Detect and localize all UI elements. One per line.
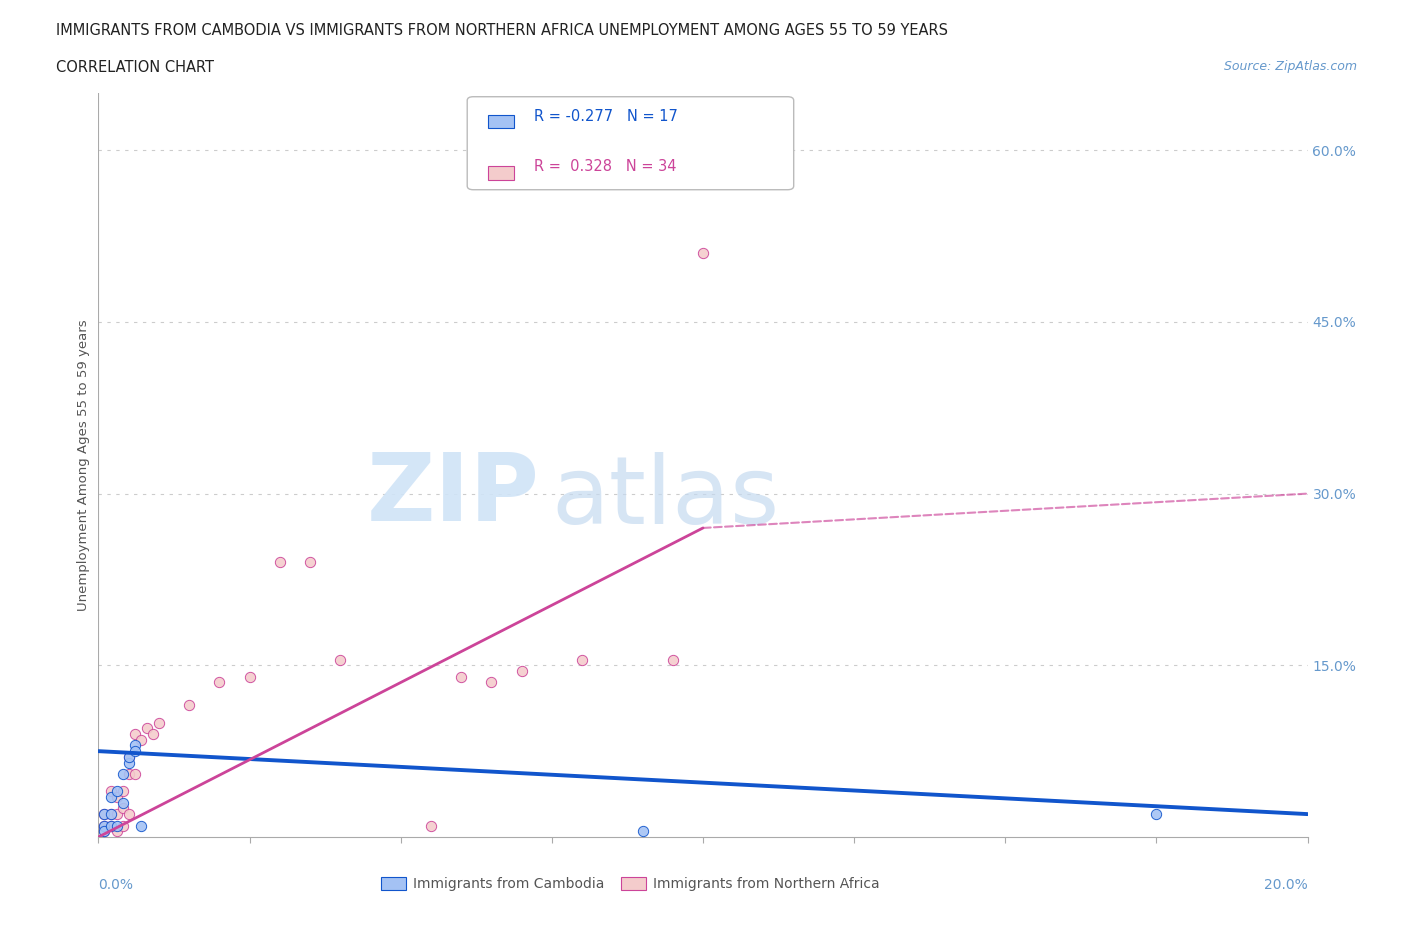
Point	[1144, 806, 1167, 821]
Point	[510, 664, 533, 679]
Point	[105, 824, 128, 839]
Point	[662, 652, 685, 667]
Point	[124, 744, 146, 759]
Point	[93, 806, 115, 821]
Point	[118, 755, 141, 770]
Point	[118, 750, 141, 764]
Point	[100, 818, 122, 833]
Point	[93, 806, 115, 821]
Point	[142, 726, 165, 741]
Point	[124, 766, 146, 781]
Point	[93, 818, 115, 833]
Point	[111, 818, 134, 833]
Point	[129, 818, 152, 833]
Point	[129, 732, 152, 747]
Point	[111, 784, 134, 799]
Text: R = -0.277   N = 17: R = -0.277 N = 17	[534, 109, 678, 125]
Point	[105, 806, 128, 821]
Text: atlas: atlas	[553, 453, 780, 544]
Point	[329, 652, 352, 667]
Text: Source: ZipAtlas.com: Source: ZipAtlas.com	[1223, 60, 1357, 73]
Point	[631, 824, 654, 839]
Y-axis label: Unemployment Among Ages 55 to 59 years: Unemployment Among Ages 55 to 59 years	[77, 319, 90, 611]
Point	[450, 670, 472, 684]
Point	[100, 784, 122, 799]
Point	[420, 818, 443, 833]
Point	[179, 698, 201, 712]
Text: R =  0.328   N = 34: R = 0.328 N = 34	[534, 159, 676, 174]
Point	[208, 675, 231, 690]
Point	[148, 715, 170, 730]
Point	[481, 675, 503, 690]
Point	[100, 818, 122, 833]
Point	[118, 806, 141, 821]
Point	[571, 652, 593, 667]
Point	[118, 766, 141, 781]
Point	[105, 784, 128, 799]
Text: 20.0%: 20.0%	[1264, 878, 1308, 892]
Point	[111, 795, 134, 810]
Legend: Immigrants from Cambodia, Immigrants from Northern Africa: Immigrants from Cambodia, Immigrants fro…	[375, 872, 886, 897]
Bar	[488, 166, 515, 179]
Point	[111, 766, 134, 781]
Text: ZIP: ZIP	[367, 449, 540, 540]
Point	[239, 670, 262, 684]
Point	[93, 824, 115, 839]
Point	[135, 721, 157, 736]
Point	[692, 246, 714, 260]
Point	[100, 806, 122, 821]
Point	[269, 555, 291, 570]
Point	[105, 790, 128, 804]
Point	[93, 818, 115, 833]
Point	[111, 801, 134, 816]
Text: 0.0%: 0.0%	[98, 878, 134, 892]
Point	[118, 750, 141, 764]
FancyBboxPatch shape	[467, 97, 793, 190]
Bar	[488, 115, 515, 128]
Point	[105, 818, 128, 833]
Text: IMMIGRANTS FROM CAMBODIA VS IMMIGRANTS FROM NORTHERN AFRICA UNEMPLOYMENT AMONG A: IMMIGRANTS FROM CAMBODIA VS IMMIGRANTS F…	[56, 23, 948, 38]
Point	[100, 806, 122, 821]
Point	[93, 824, 115, 839]
Point	[124, 726, 146, 741]
Point	[124, 738, 146, 753]
Text: CORRELATION CHART: CORRELATION CHART	[56, 60, 214, 75]
Point	[100, 790, 122, 804]
Point	[299, 555, 322, 570]
